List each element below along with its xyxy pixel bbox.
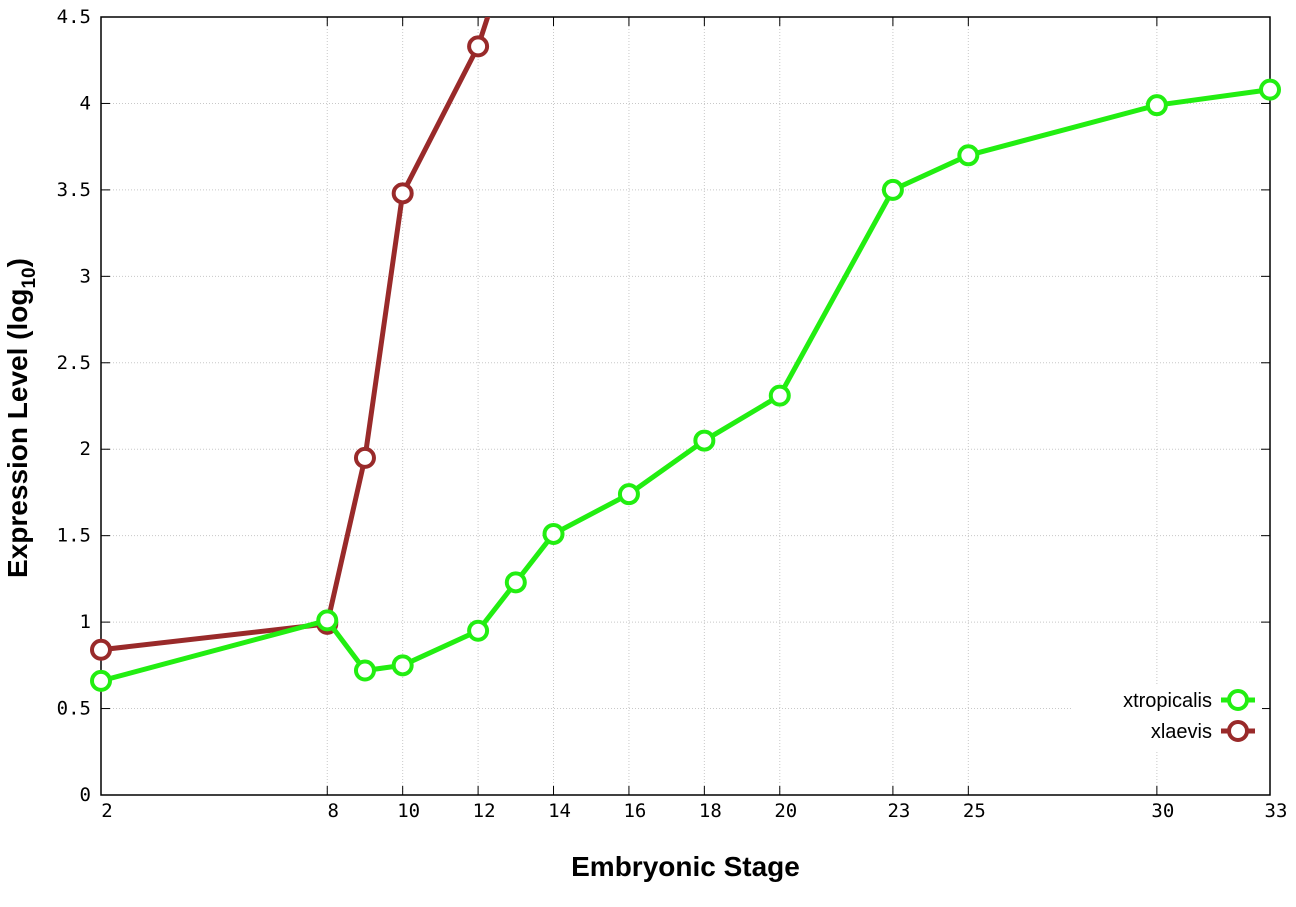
data-point-xlaevis xyxy=(391,182,414,205)
y-tick-label: 1 xyxy=(80,611,91,633)
x-tick-label: 30 xyxy=(1151,800,1174,822)
data-point-xtropicalis xyxy=(881,178,904,201)
legend-marker-xlaevis xyxy=(1227,720,1249,742)
data-point-xtropicalis xyxy=(1259,78,1281,101)
grid-lines xyxy=(101,17,1270,795)
legend-label-xtropicalis: xtropicalis xyxy=(1123,690,1212,712)
x-tick-label: 8 xyxy=(328,800,339,822)
data-point-xlaevis xyxy=(90,638,112,661)
data-point-xtropicalis xyxy=(693,429,716,452)
data-point-xtropicalis xyxy=(957,144,980,167)
axis-ticks: 2 8 10 12 14 16 18 20 23 25 30 33 0 0.5 1 1.5 2 2.5 3 3.5 4 4… xyxy=(57,6,1288,822)
data-point-xtropicalis xyxy=(353,659,376,682)
data-point-xlaevis xyxy=(467,35,490,58)
x-tick-label: 2 xyxy=(101,800,112,822)
series-xlaevis xyxy=(90,17,491,661)
x-tick-label: 20 xyxy=(774,800,797,822)
x-axis-title: Embryonic Stage xyxy=(571,851,800,882)
data-point-xtropicalis xyxy=(391,654,414,677)
series-line-xtropicalis xyxy=(100,87,1271,684)
data-point-xtropicalis xyxy=(768,384,791,407)
data-point-xtropicalis xyxy=(316,609,339,632)
x-tick-label: 12 xyxy=(473,800,496,822)
data-point-xtropicalis xyxy=(90,669,112,692)
data-point-xtropicalis xyxy=(504,571,527,594)
y-tick-label: 2 xyxy=(80,438,91,460)
x-tick-label: 16 xyxy=(623,800,646,822)
x-tick-label: 33 xyxy=(1265,800,1288,822)
data-point-xtropicalis xyxy=(467,619,490,642)
y-tick-label: 4 xyxy=(80,92,91,114)
series-xtropicalis xyxy=(90,78,1281,692)
y-axis-title: Expression Level (log10) xyxy=(2,258,40,578)
y-tick-label: 3 xyxy=(80,265,91,287)
y-tick-label: 3.5 xyxy=(57,179,91,201)
legend-marker-xtropicalis xyxy=(1227,689,1249,711)
data-point-xtropicalis xyxy=(542,522,565,545)
legend-label-xlaevis: xlaevis xyxy=(1151,721,1212,743)
x-tick-label: 23 xyxy=(887,800,910,822)
plot-frame xyxy=(100,16,1271,796)
legend: xtropicalis xlaevis xyxy=(1072,684,1262,750)
x-tick-label: 10 xyxy=(397,800,420,822)
data-point-xlaevis xyxy=(353,446,376,469)
data-point-xtropicalis xyxy=(1145,94,1168,117)
y-axis-title-subscript: 10 xyxy=(19,267,40,288)
y-tick-label: 4.5 xyxy=(57,6,91,28)
y-axis-title-main: Expression Level (log xyxy=(2,289,33,578)
y-tick-label: 0.5 xyxy=(57,698,91,720)
y-tick-label: 2.5 xyxy=(57,352,91,374)
x-tick-label: 14 xyxy=(548,800,571,822)
y-tick-label: 0 xyxy=(80,784,91,806)
x-tick-label: 18 xyxy=(699,800,722,822)
data-point-xtropicalis xyxy=(617,483,640,506)
series-line-xlaevis xyxy=(100,17,491,653)
y-tick-label: 1.5 xyxy=(57,525,91,547)
y-axis-title-close: ) xyxy=(2,258,33,267)
x-tick-label: 25 xyxy=(963,800,986,822)
